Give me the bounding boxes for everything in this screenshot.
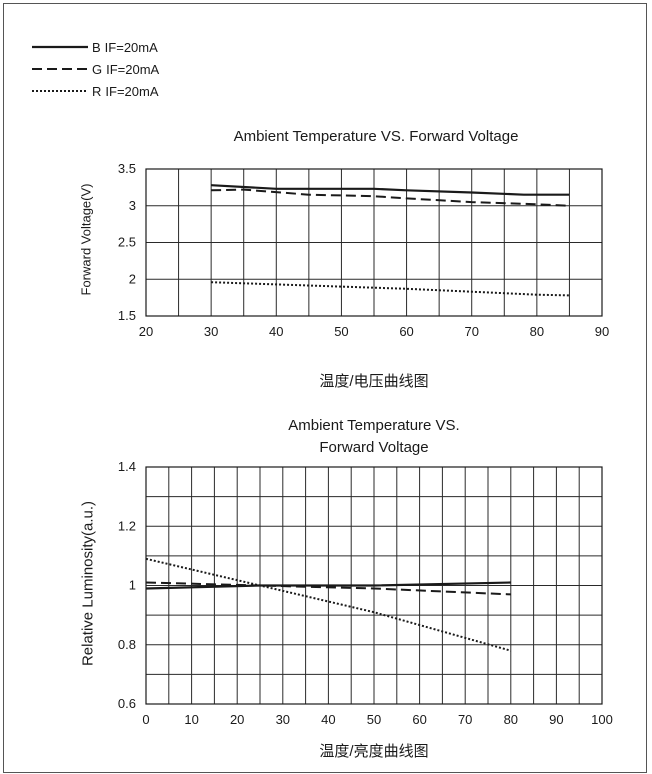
chart2-y-axis-label: Relative Luminosity(a.u.) — [79, 500, 97, 667]
chart1-x-axis-label: 温度/电压曲线图 — [319, 373, 429, 390]
legend-series-label: IF=20mA — [106, 61, 160, 77]
legend-item-g: G IF=20mA — [32, 58, 159, 80]
legend-series-label: IF=20mA — [104, 39, 158, 55]
chart2-title: Ambient Temperature VS. Forward Voltage — [288, 417, 460, 456]
legend-series-label: IF=20mA — [105, 83, 159, 99]
chart1-y-axis-label: Forward Voltage(V) — [78, 183, 94, 296]
legend-line-dashed-icon — [32, 68, 88, 70]
legend-series-name: B — [92, 39, 101, 55]
legend-line-dotted-icon — [32, 90, 88, 92]
legend-series-name: R — [92, 83, 102, 99]
chart2-x-axis-label: 温度/亮度曲线图 — [319, 743, 429, 760]
legend: B IF=20mA G IF=20mA R IF=20mA — [32, 36, 159, 102]
legend-line-solid-icon — [32, 45, 88, 49]
figure-frame — [3, 3, 647, 773]
legend-item-b: B IF=20mA — [32, 36, 159, 58]
chart1-title: Ambient Temperature VS. Forward Voltage — [233, 128, 519, 145]
legend-item-r: R IF=20mA — [32, 80, 159, 102]
legend-series-name: G — [92, 61, 103, 77]
